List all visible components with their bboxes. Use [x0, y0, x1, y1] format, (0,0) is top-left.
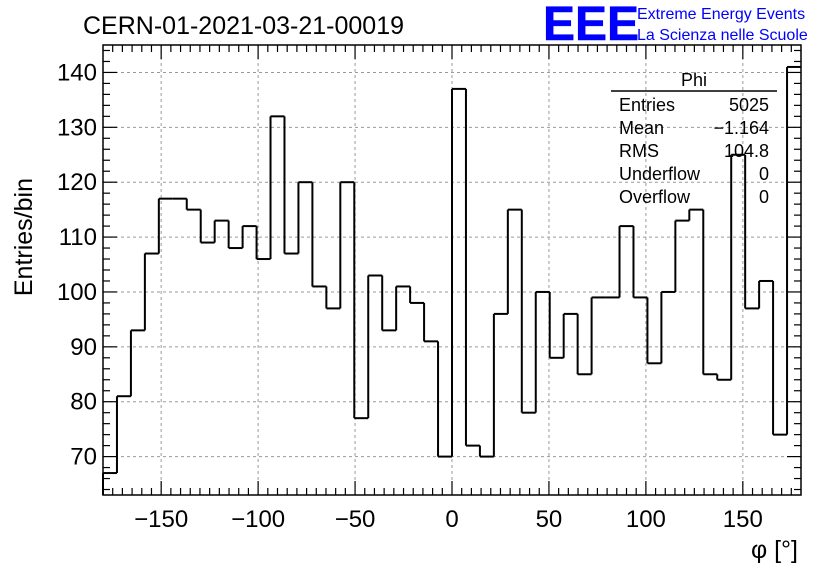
- y-tick-label: 100: [57, 279, 97, 306]
- stats-label-underflow: Underflow: [619, 164, 701, 184]
- y-tick-label: 90: [70, 334, 97, 361]
- stats-label-rms: RMS: [619, 141, 659, 161]
- axis-ticks: [103, 45, 801, 495]
- stats-label-mean: Mean: [619, 118, 664, 138]
- stats-value-entries: 5025: [729, 95, 769, 115]
- eee-logo-mark: EEE: [543, 0, 639, 51]
- logo-line-1: Extreme Energy Events: [637, 6, 805, 23]
- logo-line-2: La Scienza nelle Scuole: [637, 27, 808, 44]
- y-tick-label: 130: [57, 114, 97, 141]
- y-axis-label: Entries/bin: [10, 178, 38, 296]
- stats-value-underflow: 0: [759, 164, 769, 184]
- y-tick-label: 70: [70, 444, 97, 471]
- stats-value-overflow: 0: [759, 187, 769, 207]
- stats-box: Phi Entries 5025 Mean −1.164 RMS 104.8 U…: [611, 70, 777, 207]
- stats-label-entries: Entries: [619, 95, 675, 115]
- x-tick-label: 50: [536, 506, 563, 533]
- stats-value-mean: −1.164: [713, 118, 769, 138]
- histogram-bars: [102, 65, 801, 495]
- y-tick-label: 80: [70, 389, 97, 416]
- y-tick-label: 110: [59, 224, 97, 251]
- stats-label-overflow: Overflow: [619, 187, 691, 207]
- x-tick-label: 0: [445, 506, 458, 533]
- y-tick-label: 140: [57, 59, 97, 86]
- stats-title: Phi: [681, 70, 707, 90]
- x-axis-label: φ [°]: [751, 536, 798, 564]
- x-tick-label: −50: [335, 506, 376, 533]
- x-tick-label: −100: [231, 506, 285, 533]
- x-tick-label: 150: [723, 506, 763, 533]
- x-tick-label: 100: [626, 506, 666, 533]
- chart-title: CERN-01-2021-03-21-00019: [83, 12, 404, 40]
- stats-value-rms: 104.8: [724, 141, 769, 161]
- eee-logo: EEE Extreme Energy Events La Scienza nel…: [543, 0, 808, 51]
- tick-labels: −150 −100 −50 0 50 100 150 70 80 90 100 110 120 130 14…: [57, 59, 763, 533]
- x-tick-label: −150: [134, 506, 188, 533]
- y-tick-label: 120: [57, 169, 97, 196]
